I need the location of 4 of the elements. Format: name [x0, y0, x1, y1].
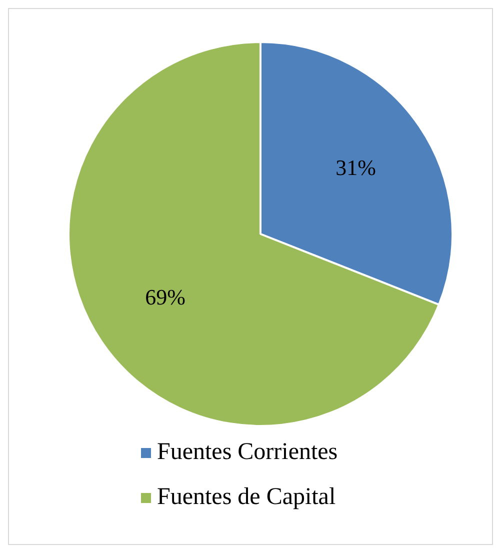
- data-label: 31%: [336, 155, 376, 180]
- data-label: 69%: [145, 284, 186, 310]
- legend-label: Fuentes de Capital: [157, 484, 336, 511]
- legend-label: Fuentes Corrientes: [157, 439, 338, 466]
